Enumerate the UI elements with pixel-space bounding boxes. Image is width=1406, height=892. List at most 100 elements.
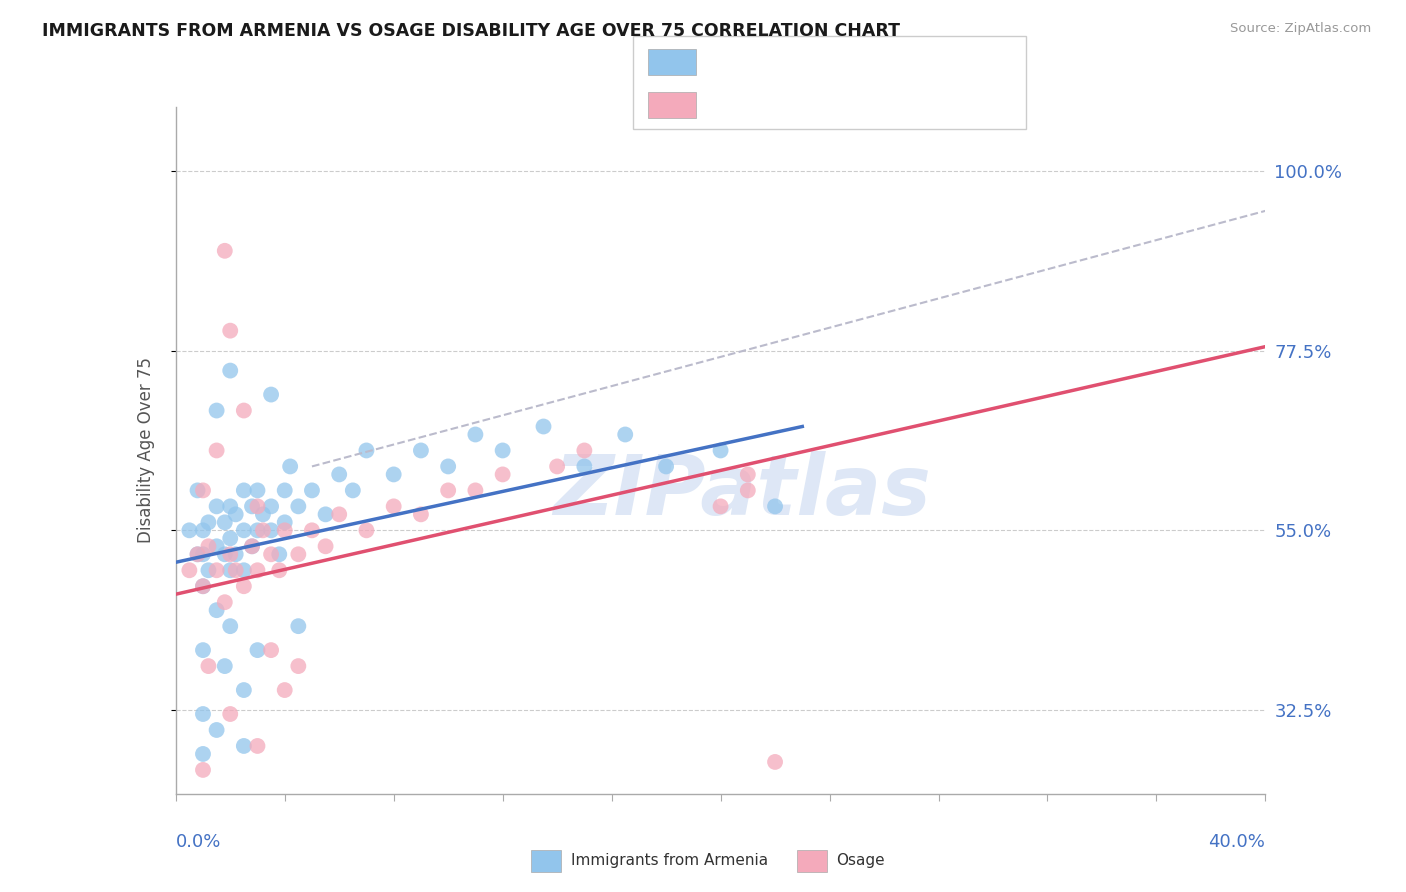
Point <box>763 500 786 514</box>
Point <box>186 483 209 498</box>
Point <box>737 483 759 498</box>
Point <box>214 244 236 258</box>
Point <box>179 563 201 577</box>
Point <box>219 547 242 561</box>
Point <box>315 508 337 522</box>
Point <box>655 459 678 474</box>
Point <box>186 547 209 561</box>
Point <box>191 579 214 593</box>
Point <box>225 563 247 577</box>
Text: 40.0%: 40.0% <box>1209 833 1265 851</box>
Point <box>356 443 378 458</box>
Point <box>464 483 486 498</box>
Point <box>232 683 254 698</box>
Point <box>274 483 297 498</box>
Point <box>252 524 274 538</box>
Point <box>737 467 759 482</box>
Point <box>246 524 269 538</box>
Point <box>301 524 323 538</box>
Point <box>546 459 568 474</box>
Point <box>437 459 460 474</box>
Point <box>409 508 432 522</box>
Point <box>225 508 247 522</box>
Text: Osage: Osage <box>837 854 886 868</box>
Point <box>191 706 214 721</box>
Text: Immigrants from Armenia: Immigrants from Armenia <box>571 854 768 868</box>
Point <box>219 363 242 377</box>
Point <box>219 619 242 633</box>
Point <box>301 483 323 498</box>
Point <box>533 419 555 434</box>
Point <box>464 427 486 442</box>
Point <box>763 755 786 769</box>
Point <box>197 563 219 577</box>
Point <box>232 403 254 417</box>
Point <box>197 516 219 530</box>
Point <box>191 763 214 777</box>
Point <box>260 500 283 514</box>
Point <box>315 539 337 553</box>
Point <box>232 563 254 577</box>
Point <box>260 387 283 401</box>
Text: R = 0.426   N = 62: R = 0.426 N = 62 <box>711 53 882 70</box>
Point <box>574 443 596 458</box>
Point <box>197 659 219 673</box>
Bar <box>648 49 696 75</box>
Point <box>214 659 236 673</box>
Point <box>219 706 242 721</box>
Point <box>274 683 297 698</box>
Point <box>232 739 254 753</box>
Point <box>205 563 228 577</box>
Text: IMMIGRANTS FROM ARMENIA VS OSAGE DISABILITY AGE OVER 75 CORRELATION CHART: IMMIGRANTS FROM ARMENIA VS OSAGE DISABIL… <box>42 22 900 40</box>
Point <box>240 539 263 553</box>
Point <box>191 524 214 538</box>
Point <box>205 443 228 458</box>
Point <box>342 483 364 498</box>
Point <box>246 483 269 498</box>
Y-axis label: Disability Age Over 75: Disability Age Over 75 <box>136 358 155 543</box>
Point <box>246 739 269 753</box>
Point <box>219 563 242 577</box>
Point <box>246 500 269 514</box>
Point <box>710 500 733 514</box>
Text: R = 0.267   N = 44: R = 0.267 N = 44 <box>711 96 882 114</box>
Point <box>219 531 242 545</box>
Text: ZIPatlas: ZIPatlas <box>554 451 931 533</box>
Point <box>232 524 254 538</box>
Point <box>437 483 460 498</box>
Text: Source: ZipAtlas.com: Source: ZipAtlas.com <box>1230 22 1371 36</box>
Point <box>269 547 291 561</box>
Point <box>287 619 309 633</box>
Point <box>191 547 214 561</box>
Point <box>232 579 254 593</box>
Point <box>260 547 283 561</box>
Point <box>278 459 301 474</box>
Bar <box>797 849 827 872</box>
Point <box>574 459 596 474</box>
Point <box>269 563 291 577</box>
Point <box>328 467 350 482</box>
Point <box>240 500 263 514</box>
Point <box>492 467 515 482</box>
Point <box>274 516 297 530</box>
Point <box>232 483 254 498</box>
Point <box>197 539 219 553</box>
Point <box>287 500 309 514</box>
Point <box>225 547 247 561</box>
Point <box>260 524 283 538</box>
Point <box>179 524 201 538</box>
Point <box>492 443 515 458</box>
Point <box>214 516 236 530</box>
Point <box>191 579 214 593</box>
Point <box>205 723 228 737</box>
Point <box>240 539 263 553</box>
Point <box>246 563 269 577</box>
Point <box>260 643 283 657</box>
Point <box>382 467 405 482</box>
Point <box>205 603 228 617</box>
Point <box>246 643 269 657</box>
Point <box>356 524 378 538</box>
Point <box>205 403 228 417</box>
Point <box>219 324 242 338</box>
Point <box>328 508 350 522</box>
